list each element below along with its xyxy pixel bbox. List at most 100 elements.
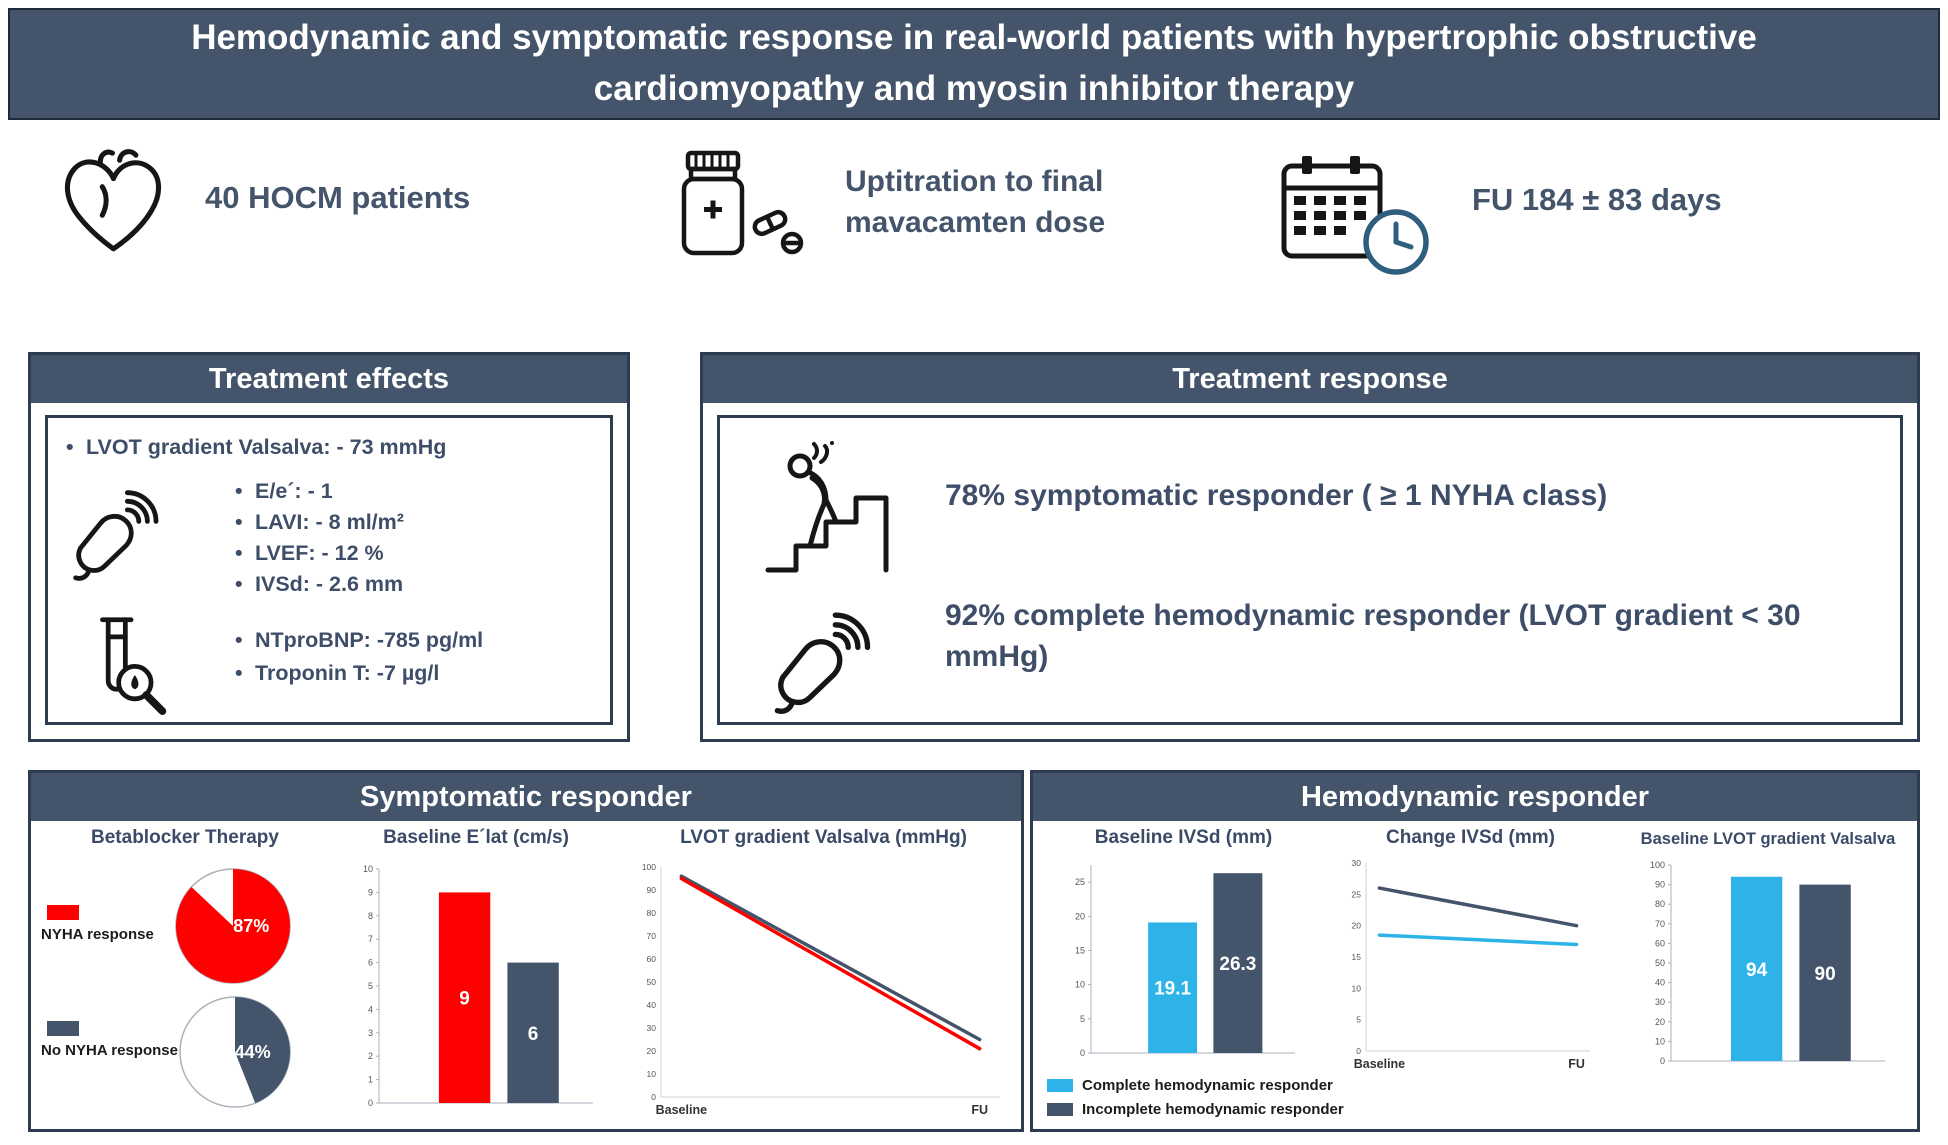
svg-text:26.3: 26.3 — [1219, 954, 1256, 975]
svg-text:0: 0 — [651, 1092, 656, 1102]
symptomatic-charts: Betablocker Therapy NYHA response 87% No… — [31, 821, 1021, 1129]
symptomatic-responder-text: 78% symptomatic responder ( ≥ 1 NYHA cla… — [945, 479, 1608, 512]
svg-text:10: 10 — [1655, 1036, 1665, 1046]
hemodynamic-responder-panel: Hemodynamic responder Baseline IVSd (mm)… — [1030, 770, 1920, 1132]
feature-patients-text: 40 HOCM patients — [205, 180, 471, 215]
svg-text:3: 3 — [368, 1028, 373, 1038]
feature-uptitration-text: Uptitration to final mavacamten dose — [845, 165, 1106, 239]
svg-text:25: 25 — [1352, 889, 1362, 899]
svg-text:15: 15 — [1075, 945, 1085, 955]
chart-title-baseline-lvot: Baseline LVOT gradient Valsalva — [1640, 830, 1896, 848]
treatment-effects-header: Treatment effects — [31, 355, 627, 403]
echo-bullet: LVEF: - 12 % — [233, 538, 404, 569]
legend-no-nyha-response: No NYHA response — [41, 1021, 191, 1059]
echo-bullet: LAVI: - 8 ml/m² — [233, 507, 404, 538]
svg-text:100: 100 — [1650, 860, 1665, 870]
svg-text:80: 80 — [647, 908, 657, 918]
treatment-effects-title: Treatment effects — [208, 363, 450, 395]
svg-text:30: 30 — [1352, 858, 1362, 868]
ultrasound-probe-icon — [774, 612, 871, 714]
hemodynamic-responder-text: 92% complete hemodynamic responder (LVOT… — [945, 599, 1801, 673]
svg-text:90: 90 — [1655, 880, 1665, 890]
svg-text:20: 20 — [1075, 911, 1085, 921]
stairs-person-icon — [765, 441, 889, 573]
svg-text:94: 94 — [1746, 960, 1768, 981]
svg-text:40: 40 — [1655, 978, 1665, 988]
svg-text:90: 90 — [1815, 964, 1836, 985]
legend-swatch-nyha — [47, 905, 79, 920]
lab-bullet: NTproBNP: -785 pg/ml — [233, 624, 483, 657]
page-title: Hemodynamic and symptomatic response in … — [8, 8, 1940, 120]
svg-text:44%: 44% — [235, 1042, 271, 1062]
svg-text:20: 20 — [1352, 921, 1362, 931]
svg-text:0: 0 — [1660, 1056, 1665, 1066]
medication-bottle-icon — [681, 150, 804, 256]
lab-bullet-list: NTproBNP: -785 pg/ml Troponin T: -7 µg/l — [233, 624, 483, 690]
svg-text:25: 25 — [1075, 877, 1085, 887]
svg-text:0: 0 — [368, 1098, 373, 1108]
svg-text:10: 10 — [363, 864, 373, 874]
legend-incomplete-responder: Incomplete hemodynamic responder — [1047, 1101, 1344, 1118]
symptomatic-responder-title: Symptomatic responder — [360, 781, 692, 813]
hemodynamic-responder-header: Hemodynamic responder — [1033, 773, 1917, 821]
echo-bullet-list: E/e´: - 1 LAVI: - 8 ml/m² LVEF: - 12 % I… — [233, 476, 404, 600]
lvot-bullet: LVOT gradient Valsalva: - 73 mmHg — [64, 432, 446, 463]
svg-text:10: 10 — [1352, 983, 1362, 993]
baseline-elat-block: Baseline E´lat (cm/s) 0 1 2 3 4 5 6 7 8 9 10 9 6 — [336, 821, 616, 1129]
legend-swatch-no-nyha — [47, 1021, 79, 1036]
betablocker-chart-block: Betablocker Therapy NYHA response 87% No… — [35, 821, 335, 1129]
hemodynamic-responder-title: Hemodynamic responder — [1300, 781, 1650, 813]
svg-text:19.1: 19.1 — [1154, 979, 1191, 1000]
symptomatic-responder-header: Symptomatic responder — [31, 773, 1021, 821]
svg-text:40: 40 — [647, 1000, 657, 1010]
legend-nyha-response: NYHA response — [41, 905, 191, 943]
ultrasound-probe-icon — [73, 490, 159, 581]
legend-swatch-complete — [1047, 1079, 1073, 1093]
baseline-lvot-chart: 0 10 20 30 40 50 60 70 80 90 100 94 90 — [1643, 855, 1893, 1075]
svg-text:90: 90 — [647, 885, 657, 895]
baseline-lvot-block: Baseline LVOT gradient Valsalva 0 10 20 30 4… — [1618, 821, 1918, 1129]
treatment-response-body: 78% symptomatic responder ( ≥ 1 NYHA cla… — [717, 415, 1903, 725]
chart-title-elat: Baseline E´lat (cm/s) — [383, 827, 569, 848]
svg-text:10: 10 — [647, 1069, 657, 1079]
heart-icon — [65, 149, 162, 252]
svg-text:30: 30 — [647, 1023, 657, 1033]
calendar-clock-icon — [1281, 156, 1429, 275]
baseline-elat-chart: 0 1 2 3 4 5 6 7 8 9 10 9 6 — [351, 859, 601, 1117]
lab-test-icon — [100, 617, 167, 715]
treatment-response-title: Treatment response — [1172, 363, 1448, 395]
baseline-ivsd-block: Baseline IVSd (mm) 0 5 10 15 20 25 19.1 26.3 — [1041, 821, 1326, 1129]
svg-text:9: 9 — [368, 887, 373, 897]
chart-title-change-ivsd: Change IVSd (mm) — [1386, 827, 1555, 848]
legend-swatch-incomplete — [1047, 1103, 1073, 1117]
lvot-bullet-list: LVOT gradient Valsalva: - 73 mmHg — [64, 432, 446, 463]
treatment-effects-panel: Treatment effects LVOT gradient Valsalva… — [28, 352, 630, 742]
treatment-response-panel: Treatment response 78% symptomatic respo… — [700, 352, 1920, 742]
chart-title-baseline-ivsd: Baseline IVSd (mm) — [1094, 827, 1273, 848]
lvot-valsalva-chart: 0 10 20 30 40 50 60 70 80 90 100 Baseline FU — [631, 859, 1016, 1121]
legend-label-complete: Complete hemodynamic responder — [1082, 1077, 1333, 1094]
svg-text:7: 7 — [368, 934, 373, 944]
svg-text:60: 60 — [1655, 938, 1665, 948]
svg-text:50: 50 — [1655, 958, 1665, 968]
hemodynamic-legend: Complete hemodynamic responder Incomplet… — [1047, 1077, 1344, 1126]
svg-text:6: 6 — [368, 958, 373, 968]
legend-label-no-nyha: No NYHA response — [41, 1042, 178, 1059]
svg-text:0: 0 — [1080, 1048, 1085, 1058]
svg-text:FU: FU — [971, 1103, 988, 1117]
svg-text:2: 2 — [368, 1051, 373, 1061]
svg-text:5: 5 — [1356, 1015, 1361, 1025]
pie-nyha-response: 87% — [170, 865, 296, 987]
svg-text:FU: FU — [1568, 1057, 1585, 1071]
svg-text:10: 10 — [1075, 980, 1085, 990]
svg-text:70: 70 — [1655, 919, 1665, 929]
svg-text:0: 0 — [1356, 1046, 1361, 1056]
svg-text:5: 5 — [368, 981, 373, 991]
treatment-effects-body: LVOT gradient Valsalva: - 73 mmHg E/e´: … — [45, 415, 613, 725]
svg-text:30: 30 — [1655, 997, 1665, 1007]
change-ivsd-chart: 0 5 10 15 20 25 30 Baseline FU — [1336, 855, 1606, 1075]
echo-bullet: E/e´: - 1 — [233, 476, 404, 507]
svg-text:8: 8 — [368, 911, 373, 921]
svg-text:87%: 87% — [233, 916, 269, 936]
